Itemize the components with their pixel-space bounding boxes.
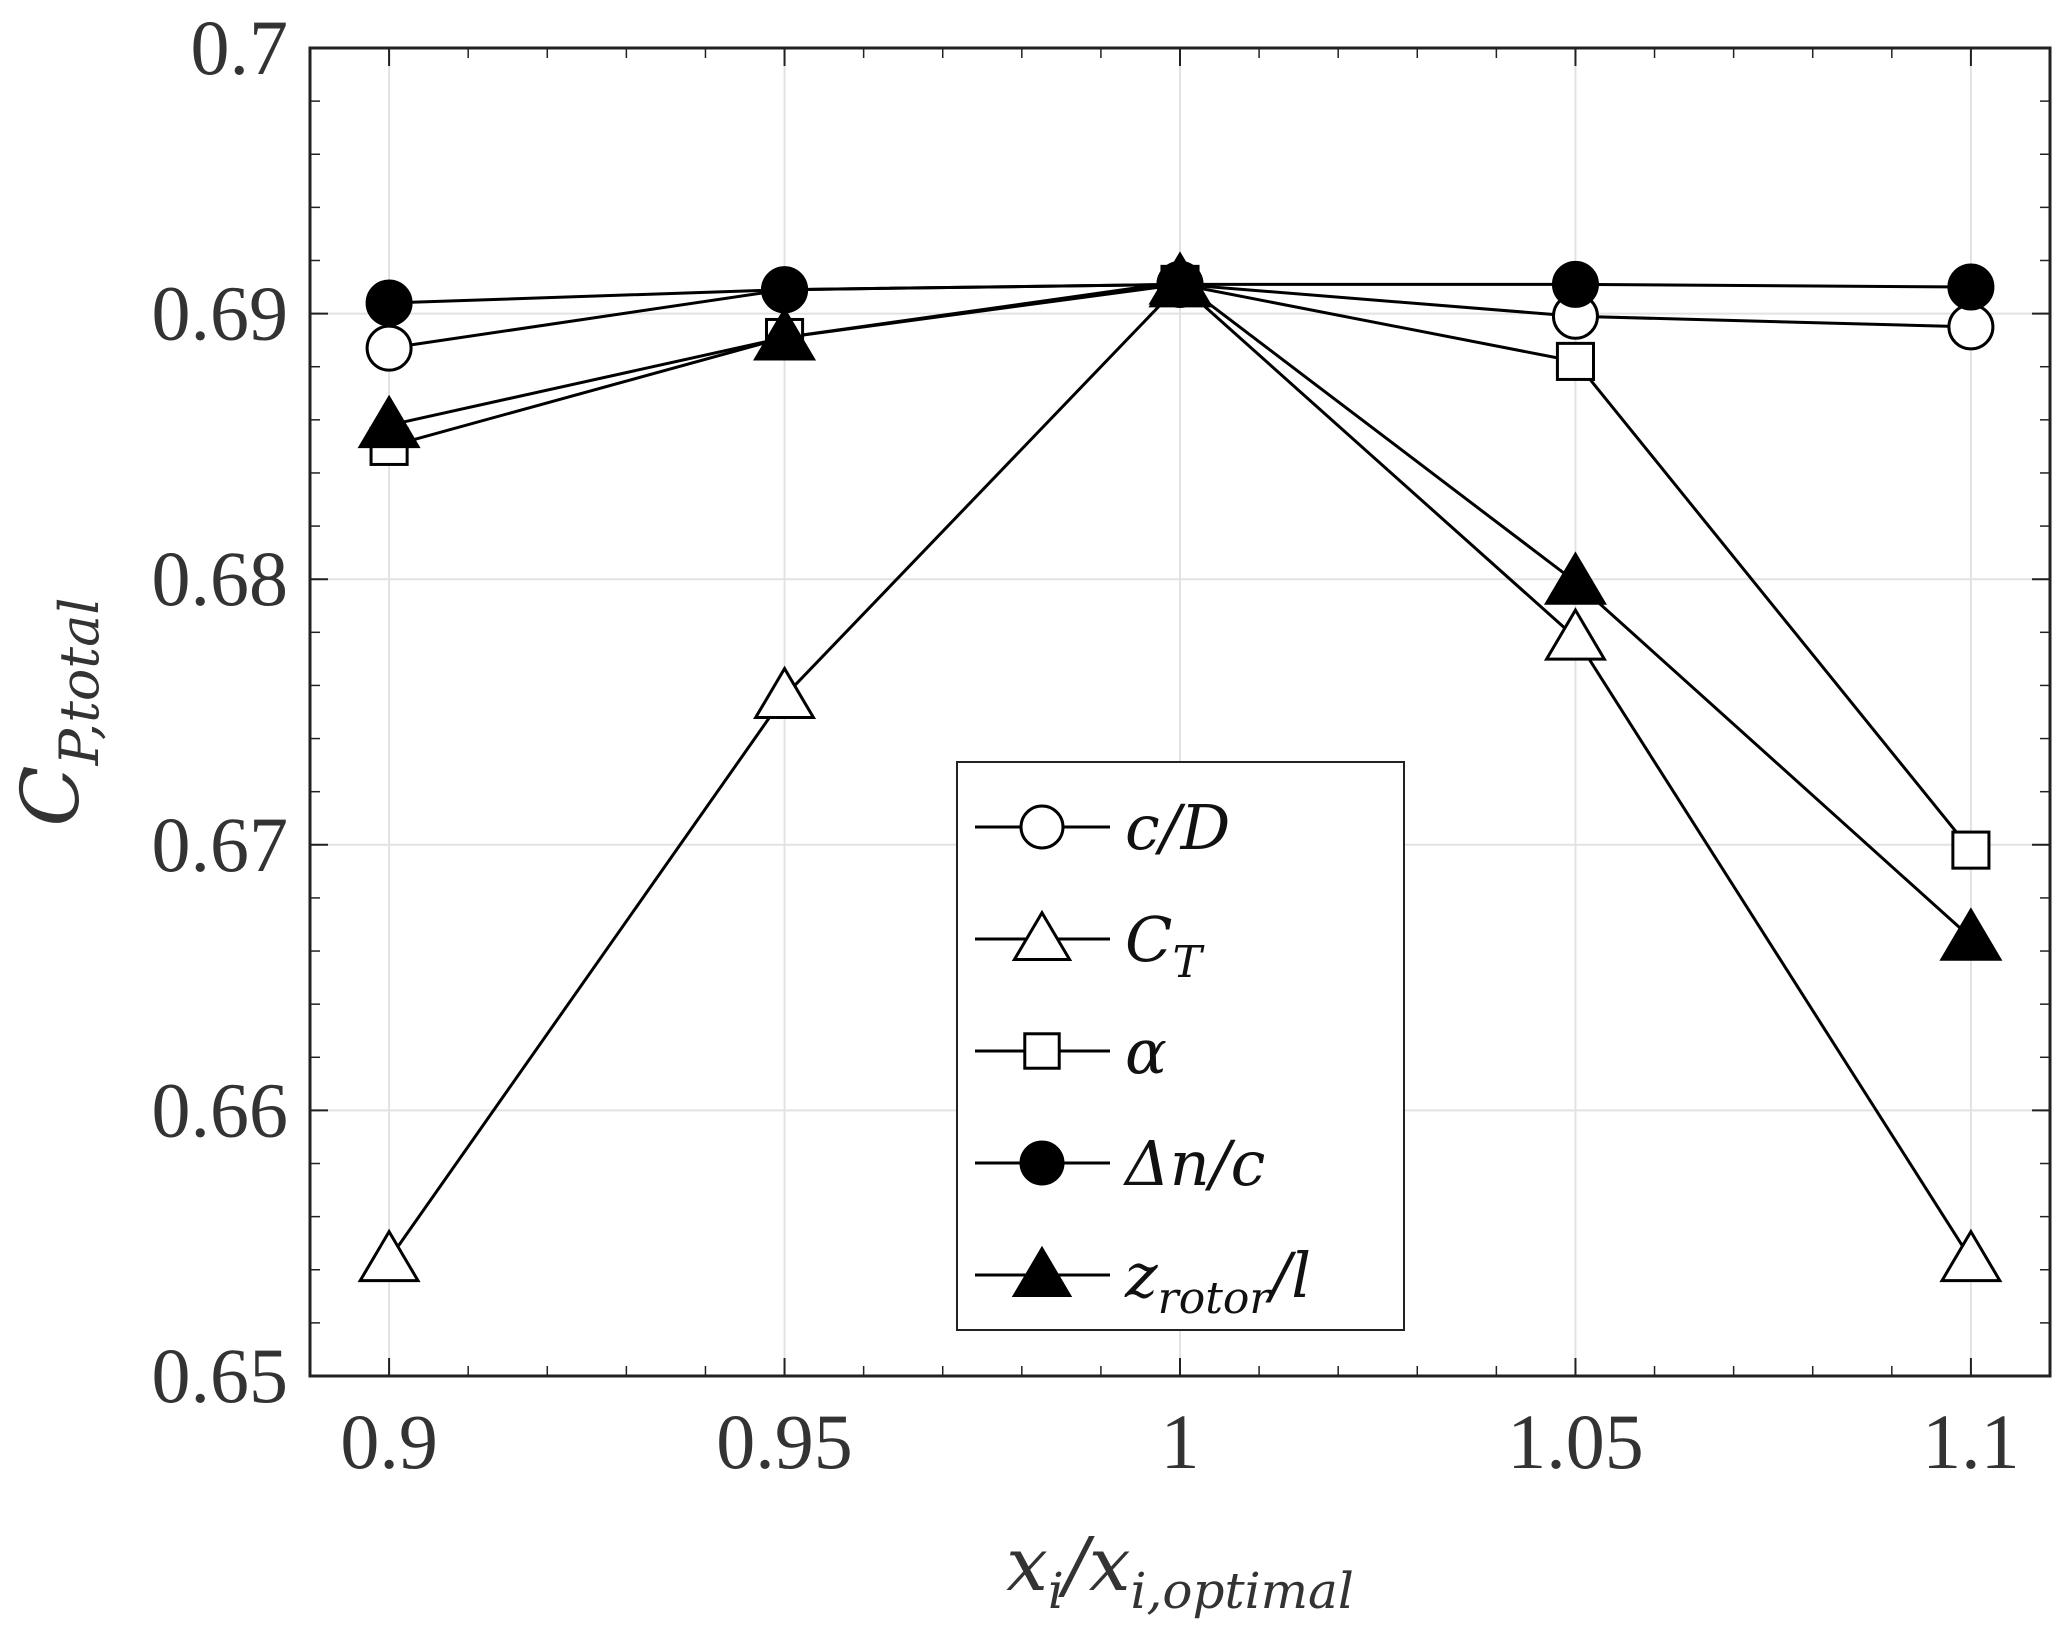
legend-entries: c/D CT α Δn/c zrotor/l	[975, 791, 1311, 1324]
data-point	[357, 394, 421, 449]
data-point	[1543, 607, 1607, 661]
x-tick-label: 1	[1161, 1398, 1200, 1485]
y-tick-label: 0.69	[152, 270, 289, 357]
y-tick-label: 0.65	[152, 1332, 289, 1419]
data-point	[1947, 303, 1995, 351]
y-tick-label: 0.7	[191, 4, 289, 91]
legend-entry: CT	[975, 903, 1205, 988]
data-point	[761, 266, 809, 314]
data-point	[1555, 341, 1595, 381]
legend-label: Δn/c	[1123, 1127, 1265, 1200]
data-point	[365, 324, 413, 372]
data-point	[1543, 551, 1607, 605]
legend-entry: Δn/c	[975, 1127, 1265, 1200]
y-axis-title: CP,total	[4, 597, 111, 826]
legend-entry: zrotor/l	[975, 1239, 1311, 1324]
y-tick-label: 0.67	[152, 801, 289, 888]
data-point	[357, 1228, 421, 1283]
y-tick-label: 0.66	[152, 1066, 289, 1153]
legend-entry: c/D	[975, 791, 1230, 864]
x-tick-labels: 0.9 0.95 1 1.05 1.1	[340, 1398, 2019, 1485]
legend-entry: α	[975, 1015, 1167, 1088]
y-tick-label: 0.68	[152, 535, 289, 622]
x-tick-label: 0.95	[716, 1398, 853, 1485]
y-tick-labels: 0.65 0.66 0.67 0.68 0.69 0.7	[152, 4, 289, 1419]
legend-label: α	[1125, 1015, 1167, 1088]
x-tick-label: 1.1	[1922, 1398, 2020, 1485]
axis-ticks	[310, 47, 2050, 1377]
legend-marker	[1011, 909, 1073, 961]
legend: c/D CT α Δn/c zrotor/l	[956, 761, 1405, 1331]
data-point	[1551, 260, 1599, 308]
x-axis-title: xi/xi,optimal	[1006, 1522, 1354, 1620]
data-point	[1939, 1228, 2003, 1283]
x-tick-label: 1.05	[1507, 1398, 1644, 1485]
data-point	[1947, 263, 1995, 311]
legend-label: zrotor/l	[1124, 1239, 1311, 1324]
data-point	[1951, 830, 1991, 870]
legend-label: CT	[1125, 903, 1205, 988]
legend-marker	[1019, 804, 1065, 850]
data-point	[1148, 251, 1212, 305]
series	[357, 251, 2003, 1283]
legend-marker	[1023, 1032, 1061, 1070]
legend-label: c/D	[1125, 791, 1230, 864]
legend-marker	[1011, 1245, 1073, 1297]
data-point	[365, 279, 413, 327]
data-point	[753, 307, 817, 361]
x-tick-label: 0.9	[340, 1398, 438, 1485]
data-point	[753, 665, 817, 720]
data-point	[1939, 907, 2003, 961]
legend-marker	[1019, 1140, 1065, 1186]
